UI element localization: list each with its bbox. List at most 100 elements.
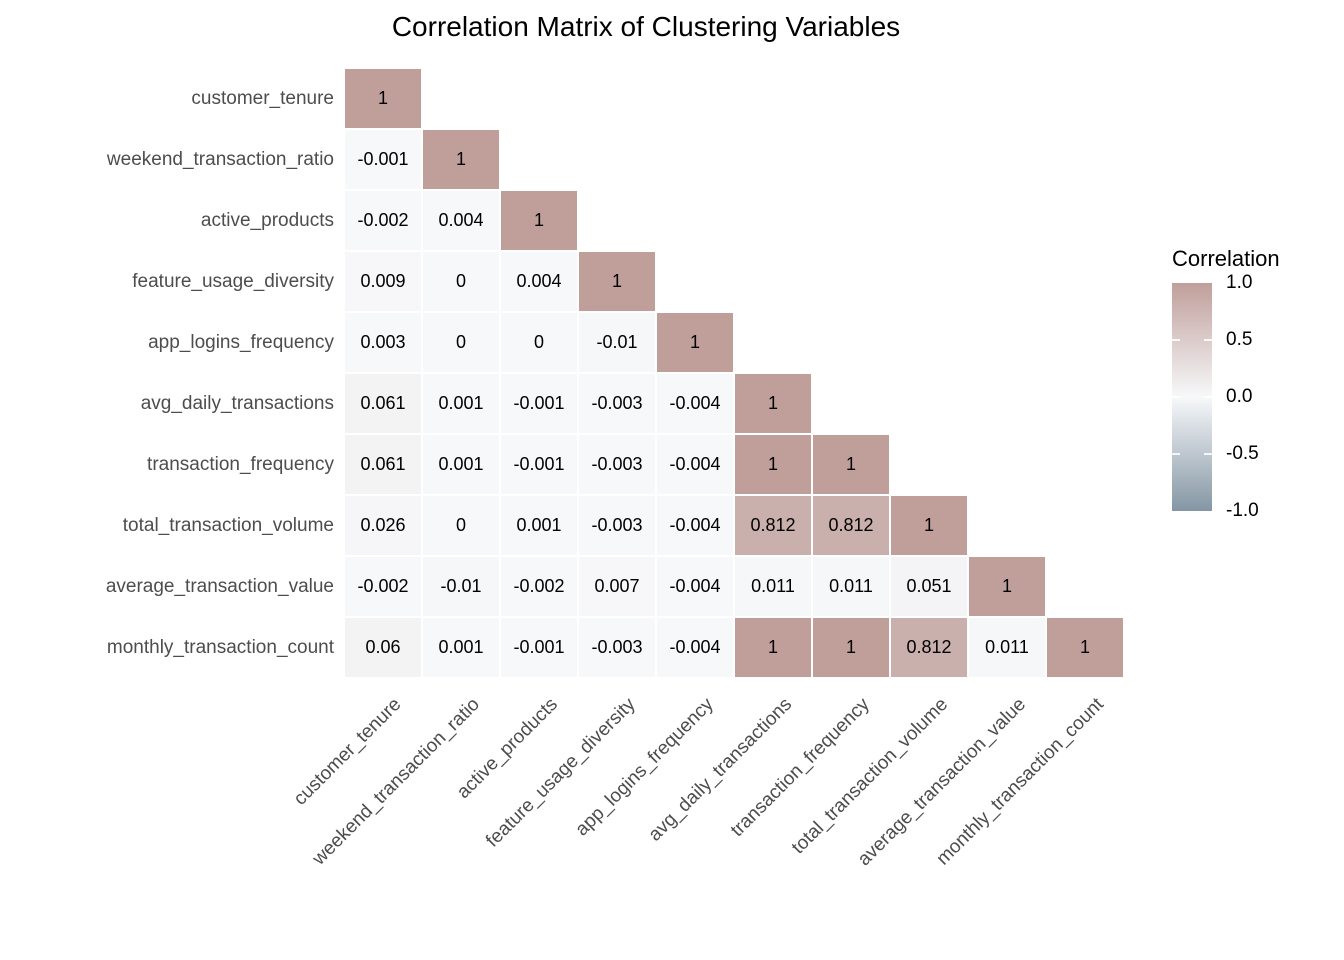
heatmap-cell: -0.001: [500, 373, 578, 434]
heatmap-cell: 0.812: [890, 617, 968, 678]
heatmap-cell: 1: [656, 312, 734, 373]
cell-value: -0.002: [357, 210, 409, 230]
cell-value: -0.004: [669, 637, 721, 657]
legend-tick-label: 1.0: [1226, 272, 1253, 293]
cell-value: 1: [845, 454, 856, 474]
cell-value: 0.011: [751, 576, 795, 596]
heatmap-cell: -0.002: [500, 556, 578, 617]
heatmap-cell: -0.01: [578, 312, 656, 373]
heatmap-cell: 1: [734, 373, 812, 434]
legend: Correlation 1.0 0.5 0.0 -0.5 -1.0: [1172, 246, 1344, 546]
y-axis-label: customer_tenure: [191, 88, 334, 109]
heatmap-cell: -0.001: [344, 129, 422, 190]
heatmap-grid: 1 -0.001 1 -0.002 0.004 1 0.009 0 0.004 1 0.003 0 0 -…: [344, 68, 1124, 678]
heatmap-cell: 0.011: [968, 617, 1046, 678]
heatmap-cell: 1: [734, 434, 812, 495]
cell-value: 0.061: [360, 393, 406, 413]
cell-value: 0.001: [438, 454, 484, 474]
heatmap-cell: 0.051: [890, 556, 968, 617]
legend-tick-label: -1.0: [1226, 500, 1259, 521]
legend-tick-label: 0.5: [1226, 329, 1253, 350]
cell-value: 0.004: [438, 210, 484, 230]
heatmap-cell: 0.007: [578, 556, 656, 617]
cell-value: 0.812: [828, 515, 874, 535]
heatmap-cell: -0.004: [656, 556, 734, 617]
heatmap-cell: -0.01: [422, 556, 500, 617]
heatmap-cell: -0.004: [656, 495, 734, 556]
heatmap-cell: -0.003: [578, 434, 656, 495]
y-axis-label: active_products: [200, 210, 334, 231]
heatmap-cell: 0.001: [422, 434, 500, 495]
cell-value: 0.011: [985, 637, 1029, 657]
heatmap-cell: 0.001: [422, 373, 500, 434]
heatmap-cell: -0.003: [578, 617, 656, 678]
cell-value: -0.004: [669, 454, 721, 474]
cell-value: 1: [767, 393, 778, 413]
cell-value: 1: [1001, 576, 1012, 596]
cell-value: 0: [455, 332, 466, 352]
cell-value: 0.003: [360, 332, 406, 352]
x-axis-label: total_transaction_volume: [787, 694, 952, 859]
cell-value: 0: [455, 271, 466, 291]
colorbar-tick: [1204, 453, 1212, 455]
heatmap-cell: 1: [344, 68, 422, 129]
cell-value: 0.001: [438, 637, 484, 657]
cell-value: 0.009: [360, 271, 406, 291]
heatmap-cell: 0: [422, 312, 500, 373]
y-axis-label: feature_usage_diversity: [132, 271, 334, 292]
heatmap-cell: 0.009: [344, 251, 422, 312]
y-axis-label: app_logins_frequency: [148, 332, 334, 353]
heatmap-cell: -0.004: [656, 617, 734, 678]
heatmap-cell: 1: [578, 251, 656, 312]
heatmap-cell: -0.003: [578, 495, 656, 556]
cell-value: -0.01: [596, 332, 638, 352]
cell-value: -0.004: [669, 515, 721, 535]
cell-value: 0.007: [594, 576, 640, 596]
heatmap-cell: -0.004: [656, 373, 734, 434]
cell-value: 0.812: [906, 637, 952, 657]
cell-value: 0.051: [906, 576, 952, 596]
colorbar-tick: [1172, 396, 1180, 398]
cell-value: -0.001: [357, 149, 409, 169]
cell-value: 0: [455, 515, 466, 535]
cell-value: 1: [1079, 637, 1090, 657]
cell-value: -0.002: [513, 576, 565, 596]
cell-value: -0.001: [513, 637, 565, 657]
y-axis-label: transaction_frequency: [147, 454, 334, 475]
cell-value: 0.812: [750, 515, 796, 535]
cell-value: 0.004: [516, 271, 562, 291]
heatmap-cell: 1: [734, 617, 812, 678]
cell-value: 1: [533, 210, 544, 230]
cell-value: 0.061: [360, 454, 406, 474]
heatmap-cell: 0.003: [344, 312, 422, 373]
heatmap-cell: -0.002: [344, 190, 422, 251]
heatmap-cell: 0.011: [734, 556, 812, 617]
x-axis-label: monthly_transaction_count: [932, 694, 1108, 870]
heatmap-cell: 0.001: [422, 617, 500, 678]
cell-value: -0.003: [591, 454, 643, 474]
heatmap-cell: 0.812: [812, 495, 890, 556]
legend-tick-label: -0.5: [1226, 443, 1259, 464]
legend-tick-label: 0.0: [1226, 386, 1253, 407]
cell-value: 1: [455, 149, 466, 169]
heatmap-cell: 1: [890, 495, 968, 556]
cell-value: 0.026: [360, 515, 406, 535]
cell-value: -0.003: [591, 393, 643, 413]
heatmap-cell: -0.004: [656, 434, 734, 495]
heatmap-cell: 0.004: [500, 251, 578, 312]
cell-value: 0.001: [516, 515, 562, 535]
cell-value: 1: [377, 88, 388, 108]
x-axis-label: avg_daily_transactions: [644, 694, 796, 846]
cell-value: -0.004: [669, 393, 721, 413]
heatmap-cell: 0: [500, 312, 578, 373]
y-axis-label: monthly_transaction_count: [106, 637, 334, 658]
cell-value: 1: [923, 515, 934, 535]
y-axis-label: avg_daily_transactions: [140, 393, 334, 414]
heatmap-cell: 1: [968, 556, 1046, 617]
cell-value: 1: [845, 637, 856, 657]
y-axis-label: weekend_transaction_ratio: [106, 149, 334, 170]
cell-value: -0.002: [357, 576, 409, 596]
colorbar-tick: [1172, 339, 1180, 341]
heatmap-cell: 0.001: [500, 495, 578, 556]
x-axis-label: transaction_frequency: [726, 694, 874, 842]
